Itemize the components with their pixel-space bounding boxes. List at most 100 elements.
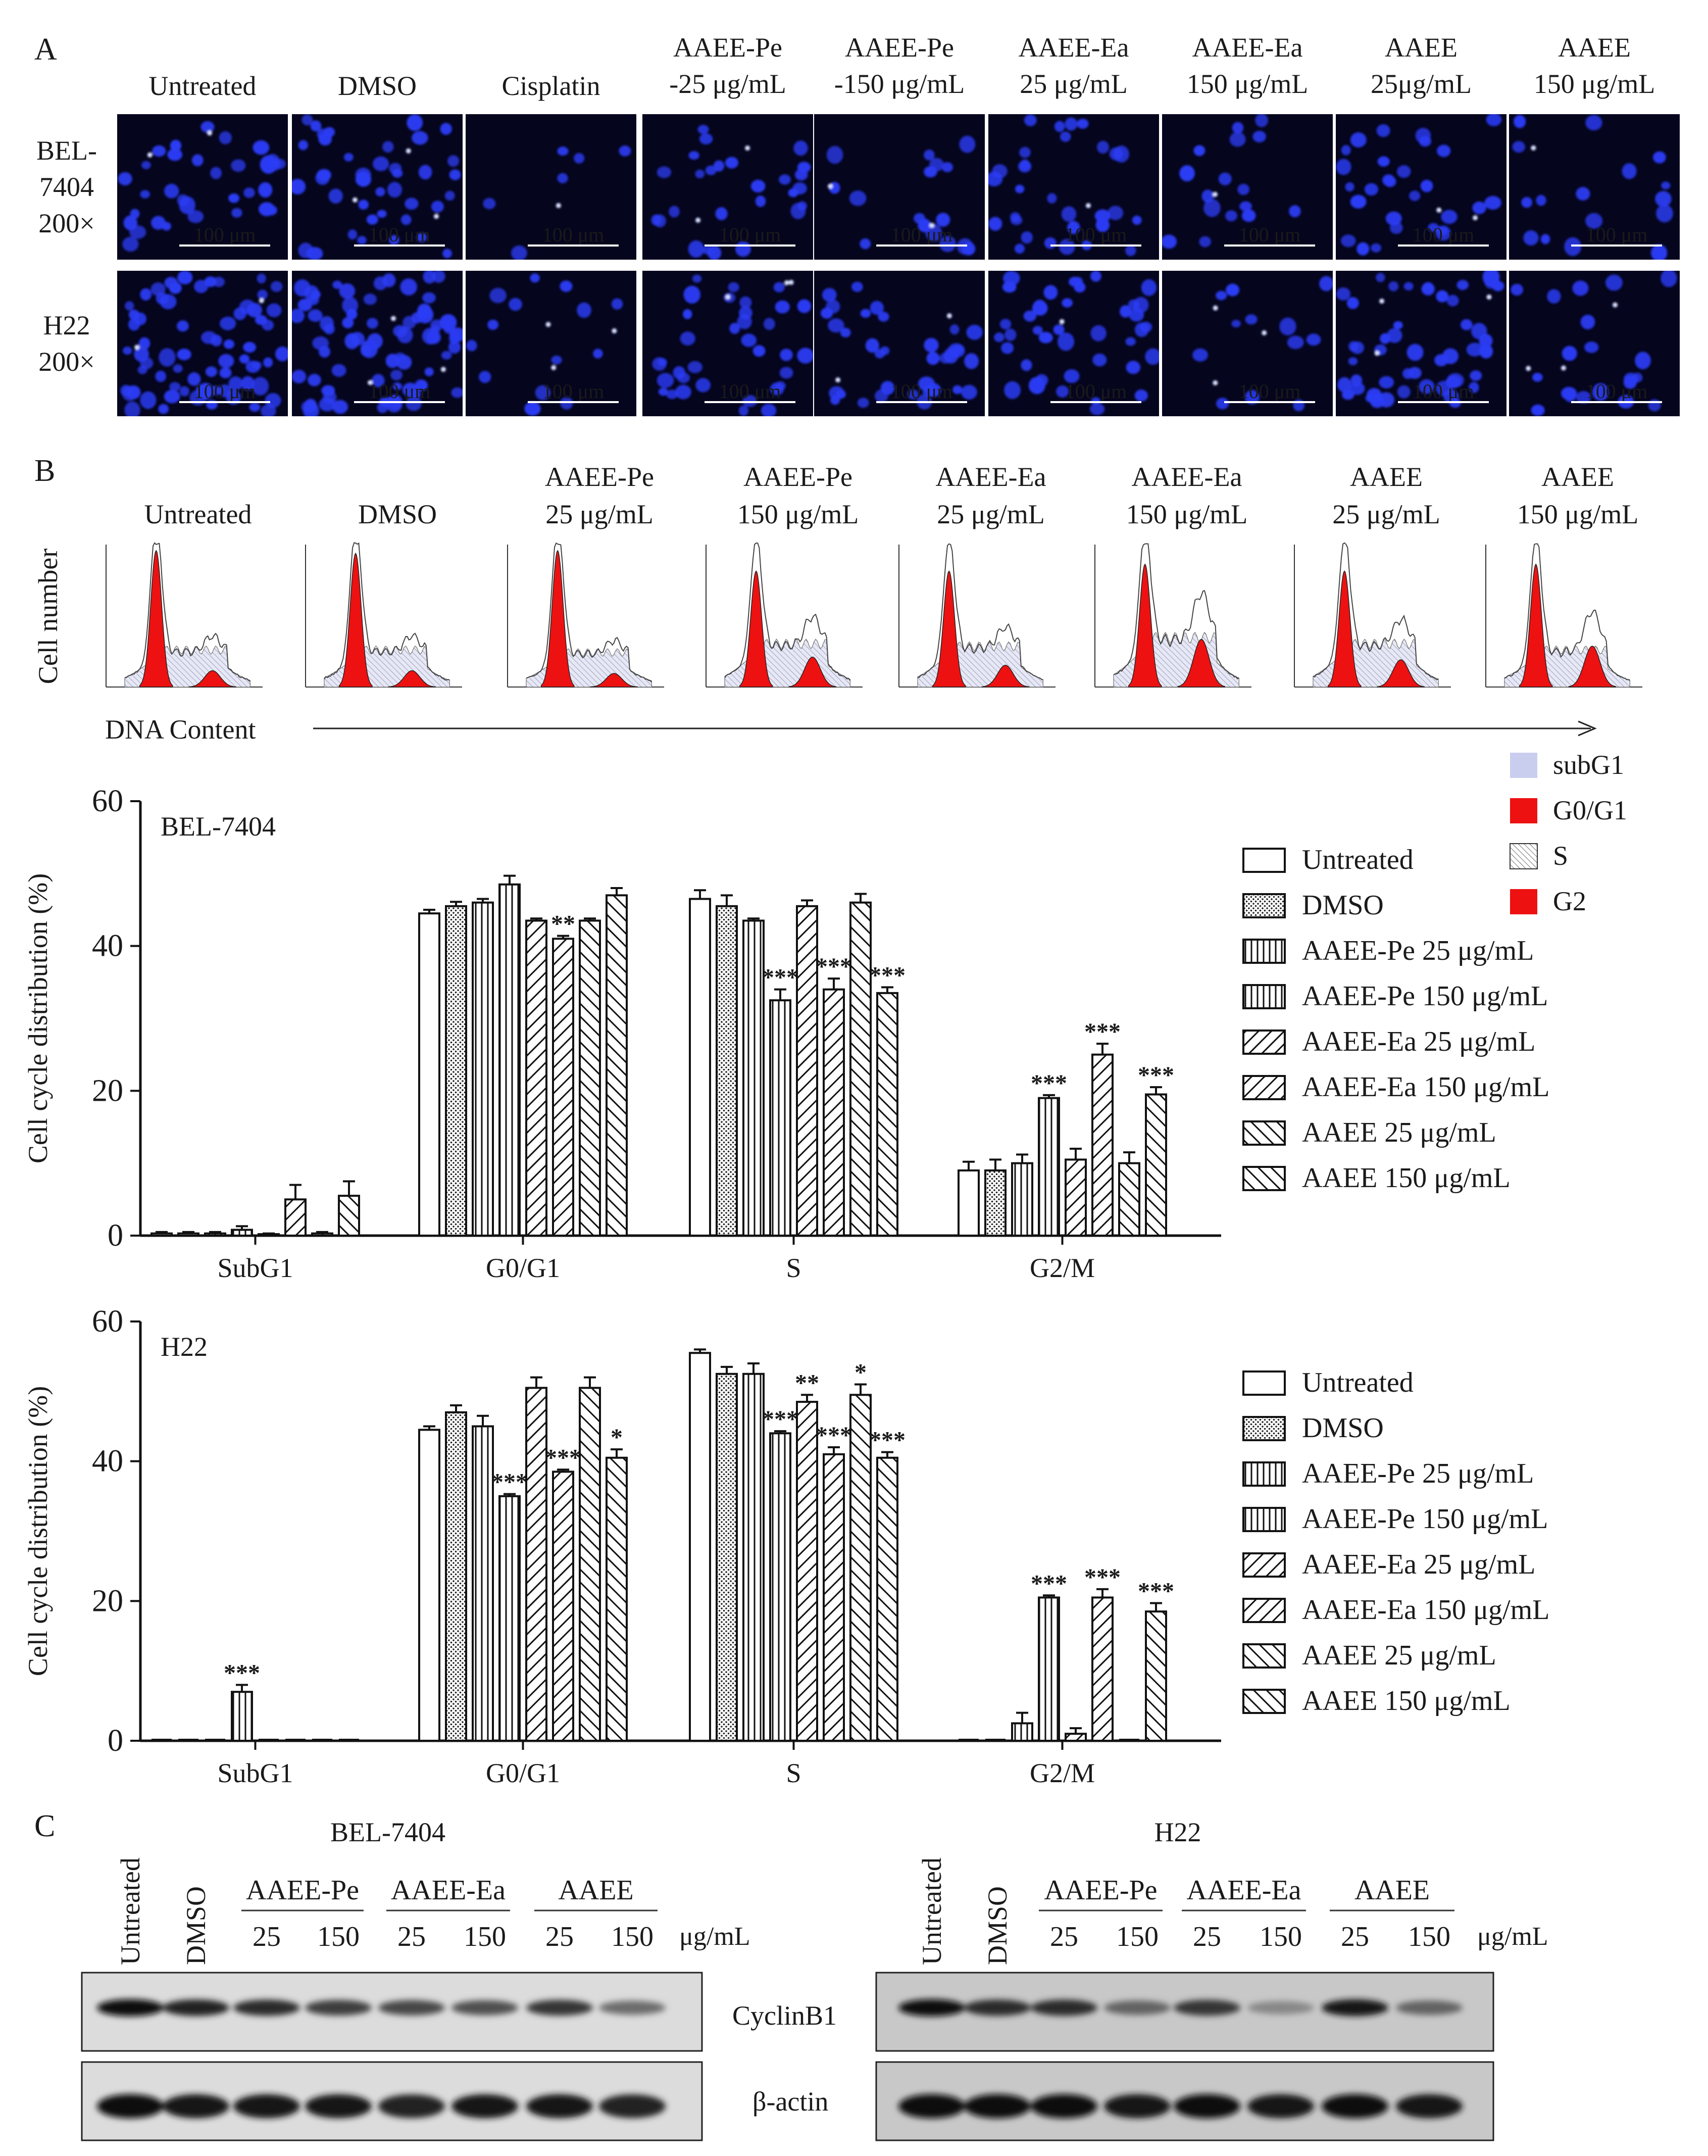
dose-label: 150 xyxy=(1260,1921,1302,1952)
histogram-header-line2: 25 μg/mL xyxy=(545,499,653,529)
bright-nucleus xyxy=(1561,365,1566,371)
nucleus xyxy=(140,288,152,301)
legend-label: AAEE-Pe 25 μg/mL xyxy=(1302,1458,1534,1489)
x-tick-label: SubG1 xyxy=(217,1253,293,1283)
band xyxy=(233,1999,300,2016)
nucleus xyxy=(1340,234,1356,248)
nucleus xyxy=(1419,135,1432,147)
y-tick-label: 20 xyxy=(92,1073,123,1108)
nucleus xyxy=(423,271,436,284)
histogram-g2-peak xyxy=(1377,659,1425,688)
row-label-line: H22 xyxy=(43,310,90,340)
nuclei xyxy=(651,125,811,260)
nucleus xyxy=(1056,385,1069,398)
nucleus xyxy=(293,279,311,297)
nucleus xyxy=(1021,359,1032,371)
nucleus xyxy=(860,309,871,318)
significance-stars: *** xyxy=(1138,1062,1174,1089)
bar-chart-bel7404: 0 20 40 60 Cell cycle distribution (%) BEL-74… xyxy=(23,784,1549,1283)
nucleus xyxy=(826,299,840,314)
nucleus xyxy=(775,300,790,314)
scale-bar-label: 100 μm xyxy=(369,380,431,403)
histogram-header-line1: AAEE-Pe xyxy=(743,462,852,492)
nuclei xyxy=(466,273,623,416)
histogram-header: Untreated xyxy=(144,499,252,529)
nucleus xyxy=(319,346,331,358)
band xyxy=(964,1999,1031,2016)
bright-nucleus xyxy=(612,328,617,334)
nucleus xyxy=(241,376,255,391)
nucleus xyxy=(1564,237,1582,256)
bright-nucleus xyxy=(1436,207,1442,213)
bright-nucleus xyxy=(835,377,841,383)
band xyxy=(163,1999,229,2016)
nucleus xyxy=(1661,271,1677,287)
significance-stars: *** xyxy=(1138,1578,1174,1604)
nucleus xyxy=(273,159,286,169)
nucleus xyxy=(1059,239,1075,255)
nucleus xyxy=(851,281,863,292)
nuclei xyxy=(1336,114,1502,256)
nucleus xyxy=(442,249,452,259)
nucleus xyxy=(1388,281,1399,291)
band xyxy=(1247,2094,1314,2119)
nucleus xyxy=(797,348,813,364)
dose-label: 150 xyxy=(611,1921,654,1952)
bar xyxy=(876,992,898,1237)
dose-label: 25 xyxy=(397,1921,426,1952)
nucleus xyxy=(356,171,372,187)
histogram-g2-peak xyxy=(1568,646,1617,688)
y-tick-label: 20 xyxy=(92,1584,123,1618)
nucleus xyxy=(1090,325,1107,341)
bar xyxy=(823,988,845,1237)
nucleus xyxy=(324,323,335,334)
nucleus xyxy=(557,146,569,156)
nucleus xyxy=(363,293,377,305)
nucleus xyxy=(1201,189,1214,203)
y-tick-label: 40 xyxy=(92,929,123,963)
nucleus xyxy=(574,153,585,164)
band xyxy=(898,2094,965,2119)
legend-swatch xyxy=(1242,1507,1286,1532)
nucleus xyxy=(1337,377,1351,393)
band xyxy=(526,1999,593,2016)
nucleus xyxy=(1572,280,1589,296)
nucleus xyxy=(779,174,791,185)
nucleus xyxy=(999,319,1012,330)
legend-label: AAEE-Pe 150 μg/mL xyxy=(1302,981,1548,1012)
nucleus xyxy=(1437,144,1451,157)
nucleus xyxy=(738,306,752,320)
cyclinb1-blot xyxy=(81,1972,703,2052)
treatment-group-label: AAEE-Ea xyxy=(391,1875,506,1906)
bar xyxy=(1038,1596,1060,1742)
legend-swatch xyxy=(1510,753,1537,778)
nucleus xyxy=(557,173,568,183)
nucleus xyxy=(262,319,274,331)
dose-label: 25 xyxy=(545,1921,574,1952)
nucleus xyxy=(1336,159,1351,175)
panel-b-letter: B xyxy=(34,454,55,488)
nucleus xyxy=(228,193,239,203)
micrograph: 100 μm xyxy=(642,271,813,416)
micrograph: 100 μm xyxy=(814,271,985,416)
nucleus xyxy=(1341,145,1351,156)
row-label-line: 200× xyxy=(38,347,94,377)
micrograph-grid: 100 μm 100 μm 100 μm 100 μm 100 μm 100 μm 100 … xyxy=(117,114,1680,416)
nucleus xyxy=(210,167,222,179)
histogram-g0g1-peak xyxy=(1128,563,1162,688)
histogram-g2-peak xyxy=(188,670,237,688)
nucleus xyxy=(1218,172,1232,185)
legend-swatch xyxy=(1242,1075,1286,1100)
legend-swatch xyxy=(1242,1370,1286,1396)
chart-title: BEL-7404 xyxy=(161,811,276,842)
nucleus xyxy=(140,190,150,199)
nucleus xyxy=(170,139,182,152)
band xyxy=(451,2000,518,2016)
nuclei xyxy=(118,121,286,252)
nucleus xyxy=(907,389,919,400)
nucleus xyxy=(705,165,717,175)
column-header-line1: AAEE-Ea xyxy=(1019,32,1129,63)
legend-label: AAEE 25 μg/mL xyxy=(1302,1117,1496,1148)
micrograph: 100 μm xyxy=(117,114,288,260)
nucleus xyxy=(1237,183,1249,195)
